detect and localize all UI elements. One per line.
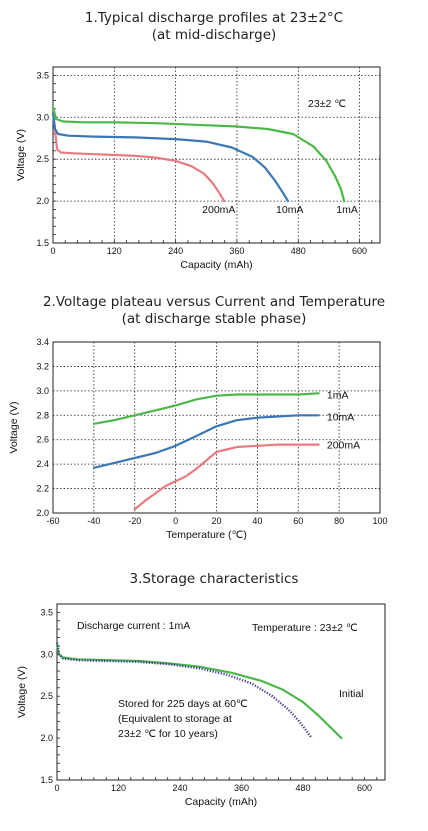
series-label-10ma: 10mA (327, 412, 354, 424)
temperature-annotation: Temperature : 23±2 ℃ (252, 622, 358, 634)
discharge-current-annotation: Discharge current : 1mA (77, 620, 190, 632)
chart3-title-line1: 3.Storage characteristics (129, 571, 299, 587)
series-label-10ma: 10mA (276, 204, 303, 216)
temperature-annotation: 23±2 ℃ (308, 98, 346, 110)
plot-frame (52, 66, 381, 244)
series-label-1ma: 1mA (336, 204, 358, 216)
x-tick-label: 0 (173, 516, 178, 526)
y-tick-label: 2.5 (40, 691, 53, 701)
x-tick-label: -20 (128, 516, 141, 526)
x-tick-label: -40 (87, 516, 100, 526)
y-tick-label: 2.8 (36, 410, 49, 420)
series-label-initial: Initial (339, 688, 364, 700)
x-tick-label: 600 (357, 783, 372, 793)
x-axis-label: Capacity (mAh) (180, 259, 252, 271)
x-tick-label: 240 (172, 783, 187, 793)
chart3-title: 3.Storage characteristics (0, 571, 428, 588)
y-tick-label: 2.6 (36, 435, 49, 445)
x-tick-label: -60 (46, 516, 59, 526)
chart2-title-line2: (at discharge stable phase) (121, 311, 307, 327)
x-tick-label: 240 (168, 246, 183, 256)
y-tick-label: 3.4 (36, 337, 49, 347)
y-tick-label: 1.5 (40, 775, 53, 785)
y-tick-label: 3.5 (36, 70, 49, 80)
series-line-1ma (92, 392, 320, 425)
y-tick-label: 2.2 (36, 484, 49, 494)
y-tick-label: 2.0 (36, 196, 49, 206)
x-tick-label: 80 (334, 516, 344, 526)
y-tick-label: 2.0 (40, 733, 53, 743)
series-label-200ma: 200mA (327, 440, 360, 452)
series-label-200ma: 200mA (202, 204, 235, 216)
chart3-storage-characteristics: 0 120 240 360 480 600 1.5 2.0 2.5 3.0 3.5 Capacity … (16, 603, 386, 808)
x-axis-label: Capacity (mAh) (185, 796, 257, 808)
chart1-discharge-profiles: 0 120 240 360 480 600 1.5 2.0 2.5 3.0 3.5 Capacity … (15, 66, 381, 271)
y-tick-label: 3.0 (40, 649, 53, 659)
y-tick-label: 2.5 (36, 154, 49, 164)
plot-frame (56, 603, 386, 781)
y-tick-label: 2.4 (36, 459, 49, 469)
series-line-stored (55, 642, 313, 739)
x-tick-label: 0 (54, 783, 59, 793)
series-line-200ma (133, 443, 320, 511)
chart2-voltage-plateau: -60 -40 -20 0 20 40 60 80 100 2.0 2.2 2.4 2.6 2.8 3.0 3… (8, 337, 388, 541)
y-tick-label: 2.0 (36, 508, 49, 518)
x-tick-label: 360 (229, 246, 244, 256)
x-axis-label: Temperature (℃) (166, 529, 247, 541)
x-tick-label: 480 (295, 783, 310, 793)
y-axis-label: Voltage (V) (15, 129, 27, 181)
y-axis-label: Voltage (V) (8, 402, 20, 454)
chart1-title: 1.Typical discharge profiles at 23±2°C (… (0, 10, 428, 44)
y-tick-label: 1.5 (36, 238, 49, 248)
x-tick-label: 60 (293, 516, 303, 526)
series-line-200ma (51, 107, 226, 203)
x-tick-label: 0 (50, 246, 55, 256)
x-tick-label: 360 (234, 783, 249, 793)
series-line-1ma (51, 106, 346, 203)
storage-note-line3: 23±2 ℃ for 10 years) (118, 728, 218, 740)
storage-note-line1: Stored for 225 days at 60℃ (118, 698, 248, 710)
chart1-title-line1: 1.Typical discharge profiles at 23±2°C (84, 10, 344, 26)
x-tick-label: 100 (372, 516, 387, 526)
y-tick-label: 3.0 (36, 112, 49, 122)
chart2-title-line1: 2.Voltage plateau versus Current and Tem… (42, 294, 386, 310)
series-line-initial (55, 643, 343, 740)
y-axis-label: Voltage (V) (16, 666, 28, 718)
x-tick-label: 20 (211, 516, 221, 526)
y-tick-label: 3.2 (36, 361, 49, 371)
y-tick-label: 3.0 (36, 386, 49, 396)
y-tick-label: 3.5 (40, 607, 53, 617)
series-line-10ma (92, 414, 320, 469)
x-tick-label: 120 (107, 246, 122, 256)
series-line-10ma (51, 111, 290, 203)
series-label-1ma: 1mA (327, 390, 349, 402)
x-tick-label: 40 (252, 516, 262, 526)
chart2-title: 2.Voltage plateau versus Current and Tem… (0, 294, 428, 328)
x-tick-label: 480 (291, 246, 306, 256)
x-tick-label: 120 (111, 783, 126, 793)
chart1-title-line2: (at mid-discharge) (151, 27, 277, 43)
x-tick-label: 600 (352, 246, 367, 256)
storage-note-line2: (Equivalent to storage at (118, 713, 232, 725)
